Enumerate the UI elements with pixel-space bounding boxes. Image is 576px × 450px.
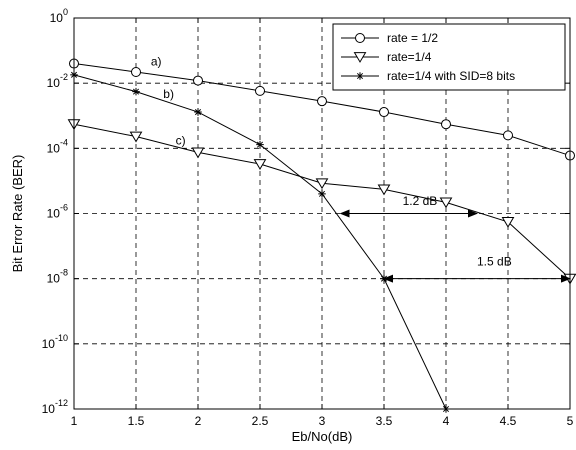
y-tick-label: 10-12 — [42, 398, 68, 416]
data-point — [194, 108, 202, 116]
y-tick-label: 10-8 — [47, 268, 68, 286]
x-tick-label: 4 — [443, 414, 450, 428]
legend-entry: rate=1/4 with SID=8 bits — [341, 69, 515, 83]
legend: rate = 1/2 rate=1/4 rate=1/4 with SID=8 bi… — [332, 23, 566, 91]
data-point — [315, 178, 329, 190]
x-tick-label: 3.5 — [376, 414, 393, 428]
data-point — [503, 130, 513, 141]
plot-frame — [73, 17, 571, 410]
tick-labels: 1 1.5 2 2.5 3 3.5 4 4.5 5 100 10-2 10-4 10-6 10-8 10-1… — [42, 7, 574, 428]
data-point — [255, 85, 265, 96]
data-point — [193, 75, 203, 86]
data-point — [129, 131, 143, 143]
legend-label: rate = 1/2 — [387, 31, 438, 45]
legend-label: rate=1/4 with SID=8 bits — [387, 69, 515, 83]
data-point — [318, 190, 326, 198]
data-point — [439, 197, 453, 209]
annotation-label: 1.5 dB — [477, 255, 512, 269]
data-point — [256, 140, 264, 149]
y-tick-label: 10-6 — [47, 203, 68, 221]
data-point — [253, 159, 267, 170]
x-tick-label: 5 — [567, 414, 574, 428]
data-point — [501, 217, 515, 228]
x-tick-label: 1 — [71, 414, 78, 428]
data-point — [132, 87, 140, 96]
legend-label: rate=1/4 — [387, 50, 432, 64]
y-tick-label: 10-4 — [47, 137, 68, 155]
data-point — [379, 107, 389, 118]
legend-entry: rate = 1/2 — [341, 31, 438, 45]
data-point — [317, 96, 327, 107]
legend-marker — [355, 33, 365, 43]
y-tick-label: 100 — [50, 7, 68, 25]
series-line — [73, 74, 447, 410]
data-point — [131, 67, 141, 78]
legend-marker — [356, 72, 364, 80]
annotation-label: a) — [151, 54, 162, 68]
y-axis-label: Bit Error Rate (BER) — [10, 155, 25, 273]
data-point — [191, 147, 205, 159]
data-point — [377, 184, 391, 196]
legend-entry: rate=1/4 — [341, 50, 432, 64]
annotation-label: c) — [176, 134, 186, 148]
x-tick-label: 4.5 — [500, 414, 517, 428]
x-axis-label: Eb/No(dB) — [292, 429, 353, 444]
x-tick-label: 2 — [195, 414, 202, 428]
y-tick-label: 10-2 — [47, 72, 68, 90]
y-tick-label: 10-10 — [42, 333, 68, 351]
x-tick-label: 1.5 — [128, 414, 145, 428]
annotation-label: b) — [163, 87, 174, 101]
series-lines — [67, 58, 576, 413]
x-tick-label: 3 — [319, 414, 326, 428]
legend-marker — [353, 52, 367, 63]
data-point — [441, 119, 451, 130]
annotations: a) b) c) 1.2 dB 1.5 dB — [151, 54, 571, 283]
x-tick-label: 2.5 — [252, 414, 269, 428]
annotation-label: 1.2 dB — [403, 194, 438, 208]
